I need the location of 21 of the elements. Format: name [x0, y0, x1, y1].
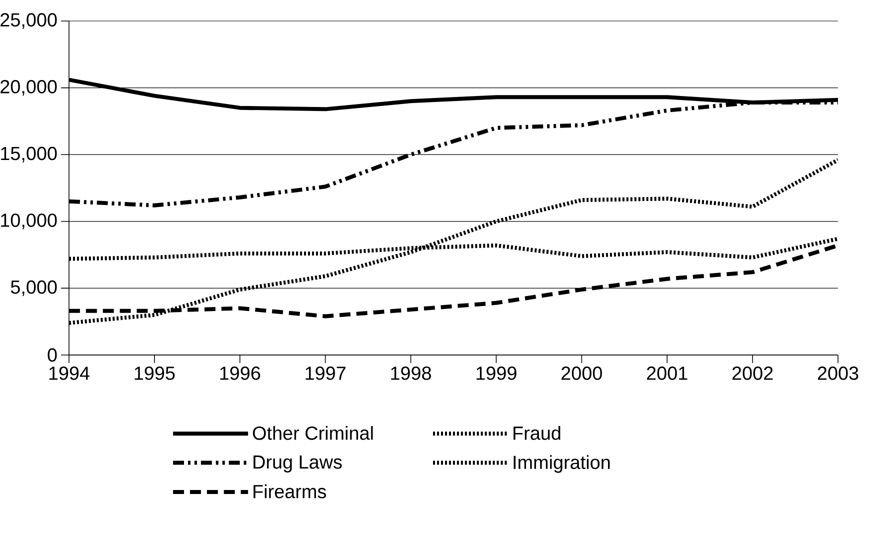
y-tick-label: 10,000 — [1, 214, 57, 230]
legend-label: Fraud — [514, 426, 560, 440]
y-tick-label: 20,000 — [0, 80, 57, 96]
legend-label: Immigration — [514, 455, 610, 473]
x-tick-label: 2000 — [562, 366, 602, 380]
legend-label: Drug Laws — [254, 456, 342, 472]
legend-label: Firearms — [254, 484, 326, 498]
y-tick-label: 0 — [48, 348, 57, 362]
x-tick-label: 1995 — [134, 366, 175, 380]
x-tick-label: 1997 — [306, 366, 346, 380]
x-tick-label: 2003 — [818, 366, 858, 380]
legend-label: Other Criminal — [252, 426, 373, 440]
y-tick-label: 25,000 — [0, 13, 57, 29]
x-tick-label: 1994 — [49, 366, 90, 380]
x-tick-label: 2002 — [732, 366, 773, 380]
x-tick-label: 1998 — [391, 366, 431, 380]
y-tick-label: 15,000 — [1, 146, 57, 162]
y-tick-label: 5,000 — [10, 280, 57, 296]
x-tick-label: 1996 — [220, 366, 260, 380]
x-tick-label: 2001 — [647, 366, 688, 380]
x-tick-label: 1999 — [476, 366, 516, 380]
